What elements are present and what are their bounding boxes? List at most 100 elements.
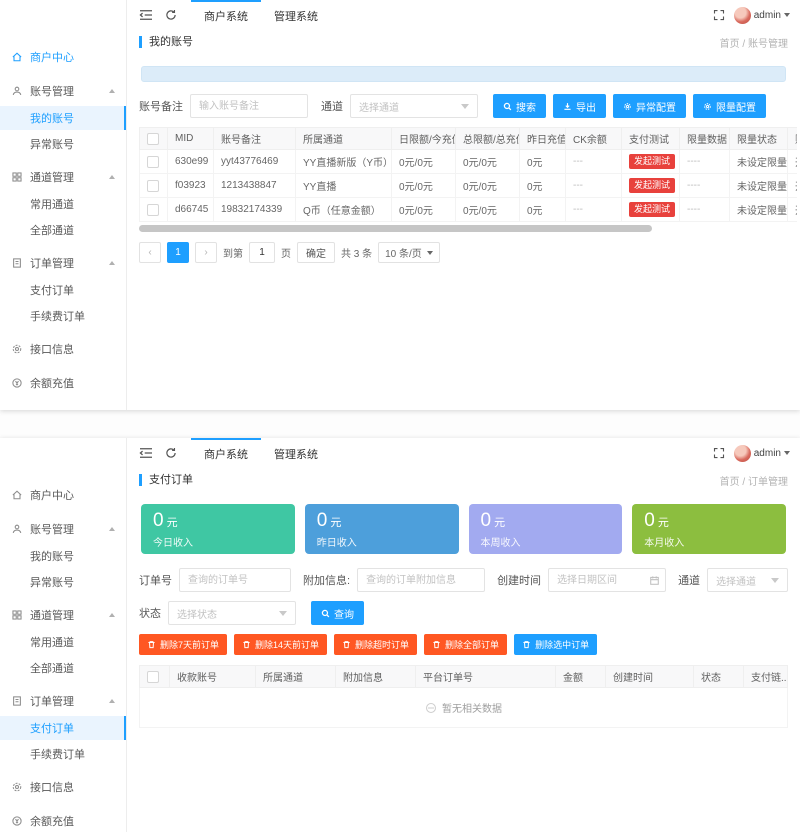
select-all-checkbox[interactable] — [147, 132, 159, 145]
accounts-table: MID 账号备注 所属通道 日限额/今充值 总限额/总充值 昨日充值 CK余额 … — [139, 127, 797, 222]
pay-test-button[interactable]: 发起测试 — [629, 202, 676, 217]
sidebar-item-pay-orders[interactable]: 支付订单 — [0, 278, 126, 302]
horizontal-scrollbar[interactable] — [139, 225, 653, 232]
cell-total: 0元/0元 — [455, 149, 520, 174]
sidebar-item-api-info[interactable]: 接口信息 — [0, 774, 126, 799]
delete-all-orders-button[interactable]: 删除全部订单 — [424, 634, 508, 655]
create-time-label: 创建时间 — [497, 575, 542, 587]
tab-merchant-system[interactable]: 商户系统 — [191, 0, 261, 30]
cell-quota-status: 未设定限量 — [729, 173, 788, 198]
sidebar-item-all-channels[interactable]: 全部通道 — [0, 218, 126, 242]
chevron-down-icon — [461, 103, 469, 109]
sidebar-item-label: 订单管理 — [30, 695, 74, 708]
col-yesterday: 昨日充值 — [519, 127, 566, 150]
pay-test-button[interactable]: 发起测试 — [629, 178, 676, 193]
sidebar-item-my-accounts[interactable]: 我的账号 — [0, 106, 126, 130]
filter-toolbar: 账号备注 通道 选择通道 搜索 导出 异常配置 — [139, 94, 788, 118]
delete-7day-orders-button[interactable]: 删除7天前订单 — [139, 634, 228, 655]
remark-input[interactable] — [190, 94, 308, 118]
collapse-menu-icon[interactable] — [139, 9, 153, 21]
date-range-input[interactable] — [548, 568, 667, 592]
delete-14day-orders-button[interactable]: 删除14天前订单 — [234, 634, 328, 655]
chevron-down-icon — [426, 250, 433, 255]
sidebar-item-my-accounts[interactable]: 我的账号 — [0, 544, 126, 568]
col-channel: 所属通道 — [255, 665, 336, 688]
sidebar-item-pay-orders[interactable]: 支付订单 — [0, 716, 126, 740]
per-page-select[interactable]: 10 条/页 — [378, 242, 440, 263]
user-menu[interactable]: admin — [733, 444, 790, 462]
sidebar-item-label: 商户中心 — [30, 489, 74, 502]
sidebar-item-balance-recharge[interactable]: 余额充值 — [0, 808, 126, 832]
cell-daily: 0元/0元 — [391, 197, 456, 222]
row-checkbox[interactable] — [147, 155, 159, 168]
tab-admin-system[interactable]: 管理系统 — [274, 449, 318, 461]
sidebar-item-abnormal-accounts[interactable]: 异常账号 — [0, 570, 126, 594]
sidebar-group-orders[interactable]: 订单管理 — [0, 688, 126, 713]
delete-selected-orders-button[interactable]: 删除选中订单 — [514, 634, 598, 655]
query-button[interactable]: 查询 — [311, 601, 364, 625]
sidebar-item-fee-orders[interactable]: 手续费订单 — [0, 742, 126, 766]
sidebar-item-label: 接口信息 — [30, 781, 74, 794]
sidebar-item-fee-orders[interactable]: 手续费订单 — [0, 304, 126, 328]
sidebar-item-api-info[interactable]: 接口信息 — [0, 336, 126, 361]
sidebar-group-channel[interactable]: 通道管理 — [0, 602, 126, 627]
trash-icon — [433, 641, 440, 649]
collapse-menu-icon[interactable] — [139, 447, 153, 459]
row-checkbox[interactable] — [147, 203, 159, 216]
search-button[interactable]: 搜索 — [493, 94, 546, 118]
user-menu[interactable]: admin — [733, 6, 790, 24]
sidebar-item-common-channels[interactable]: 常用通道 — [0, 630, 126, 654]
pay-test-button[interactable]: 发起测试 — [629, 154, 676, 169]
sidebar-item-balance-recharge[interactable]: 余额充值 — [0, 370, 126, 395]
gear-icon — [12, 344, 22, 353]
goto-confirm-button[interactable]: 确定 — [297, 242, 335, 263]
table-row: d66745 19832174339 Q币（任意金额） 0元/0元 0元/0元 … — [139, 197, 797, 222]
user-icon — [12, 524, 22, 533]
goto-page-input[interactable] — [249, 242, 275, 263]
sidebar-item-merchant-center[interactable]: 商户中心 — [0, 482, 126, 507]
channel-label: 通道 — [321, 101, 343, 113]
page-1-button[interactable]: 1 — [167, 242, 189, 263]
prev-page-button[interactable]: ‹ — [139, 242, 161, 263]
screenshot-account-page: 商户中心 账号管理 我的账号 异常账号 通道管理 常用通道 全部通道 订单管理 … — [0, 0, 800, 410]
export-button[interactable]: 导出 — [553, 94, 606, 118]
cell-remark: 19832174339 — [213, 197, 296, 222]
tab-admin-system[interactable]: 管理系统 — [274, 11, 318, 23]
cell-mid: f03923 — [167, 173, 214, 198]
order-no-input[interactable] — [179, 568, 291, 592]
cell-quota-data: ---- — [679, 173, 730, 198]
order-no-label: 订单号 — [139, 575, 172, 587]
fullscreen-icon[interactable] — [713, 447, 725, 459]
channel-select[interactable]: 选择通道 — [707, 568, 788, 592]
tab-merchant-system[interactable]: 商户系统 — [191, 438, 261, 468]
sidebar-group-channel[interactable]: 通道管理 — [0, 164, 126, 189]
abnormal-config-button[interactable]: 异常配置 — [613, 94, 686, 118]
fullscreen-icon[interactable] — [713, 9, 725, 21]
col-mid: MID — [167, 127, 214, 150]
sidebar-item-abnormal-accounts[interactable]: 异常账号 — [0, 132, 126, 156]
sidebar-item-all-channels[interactable]: 全部通道 — [0, 656, 126, 680]
sidebar-item-label: 接口信息 — [30, 343, 74, 356]
delete-timeout-orders-button[interactable]: 删除超时订单 — [334, 634, 418, 655]
cell-mid: d66745 — [167, 197, 214, 222]
sidebar-group-orders[interactable]: 订单管理 — [0, 250, 126, 275]
refresh-icon[interactable] — [165, 447, 177, 459]
row-checkbox[interactable] — [147, 179, 159, 192]
status-select[interactable]: 选择状态 — [168, 601, 296, 625]
sidebar-group-account[interactable]: 账号管理 — [0, 516, 126, 541]
quota-config-button[interactable]: 限量配置 — [693, 94, 766, 118]
sidebar: 商户中心 账号管理 我的账号 异常账号 通道管理 常用通道 全部通道 订单管理 … — [0, 438, 127, 832]
sidebar-item-merchant-center[interactable]: 商户中心 — [0, 44, 126, 69]
cell-quota-data: ---- — [679, 197, 730, 222]
sidebar-item-common-channels[interactable]: 常用通道 — [0, 192, 126, 216]
cell-daily: 0元/0元 — [391, 149, 456, 174]
refresh-icon[interactable] — [165, 9, 177, 21]
accounts-table-wrap: MID 账号备注 所属通道 日限额/今充值 总限额/总充值 昨日充值 CK余额 … — [139, 127, 797, 232]
extra-info-input[interactable] — [357, 568, 486, 592]
sidebar-group-account[interactable]: 账号管理 — [0, 78, 126, 103]
select-all-checkbox[interactable] — [147, 670, 159, 683]
channel-select[interactable]: 选择通道 — [350, 94, 478, 118]
next-page-button[interactable]: › — [195, 242, 217, 263]
